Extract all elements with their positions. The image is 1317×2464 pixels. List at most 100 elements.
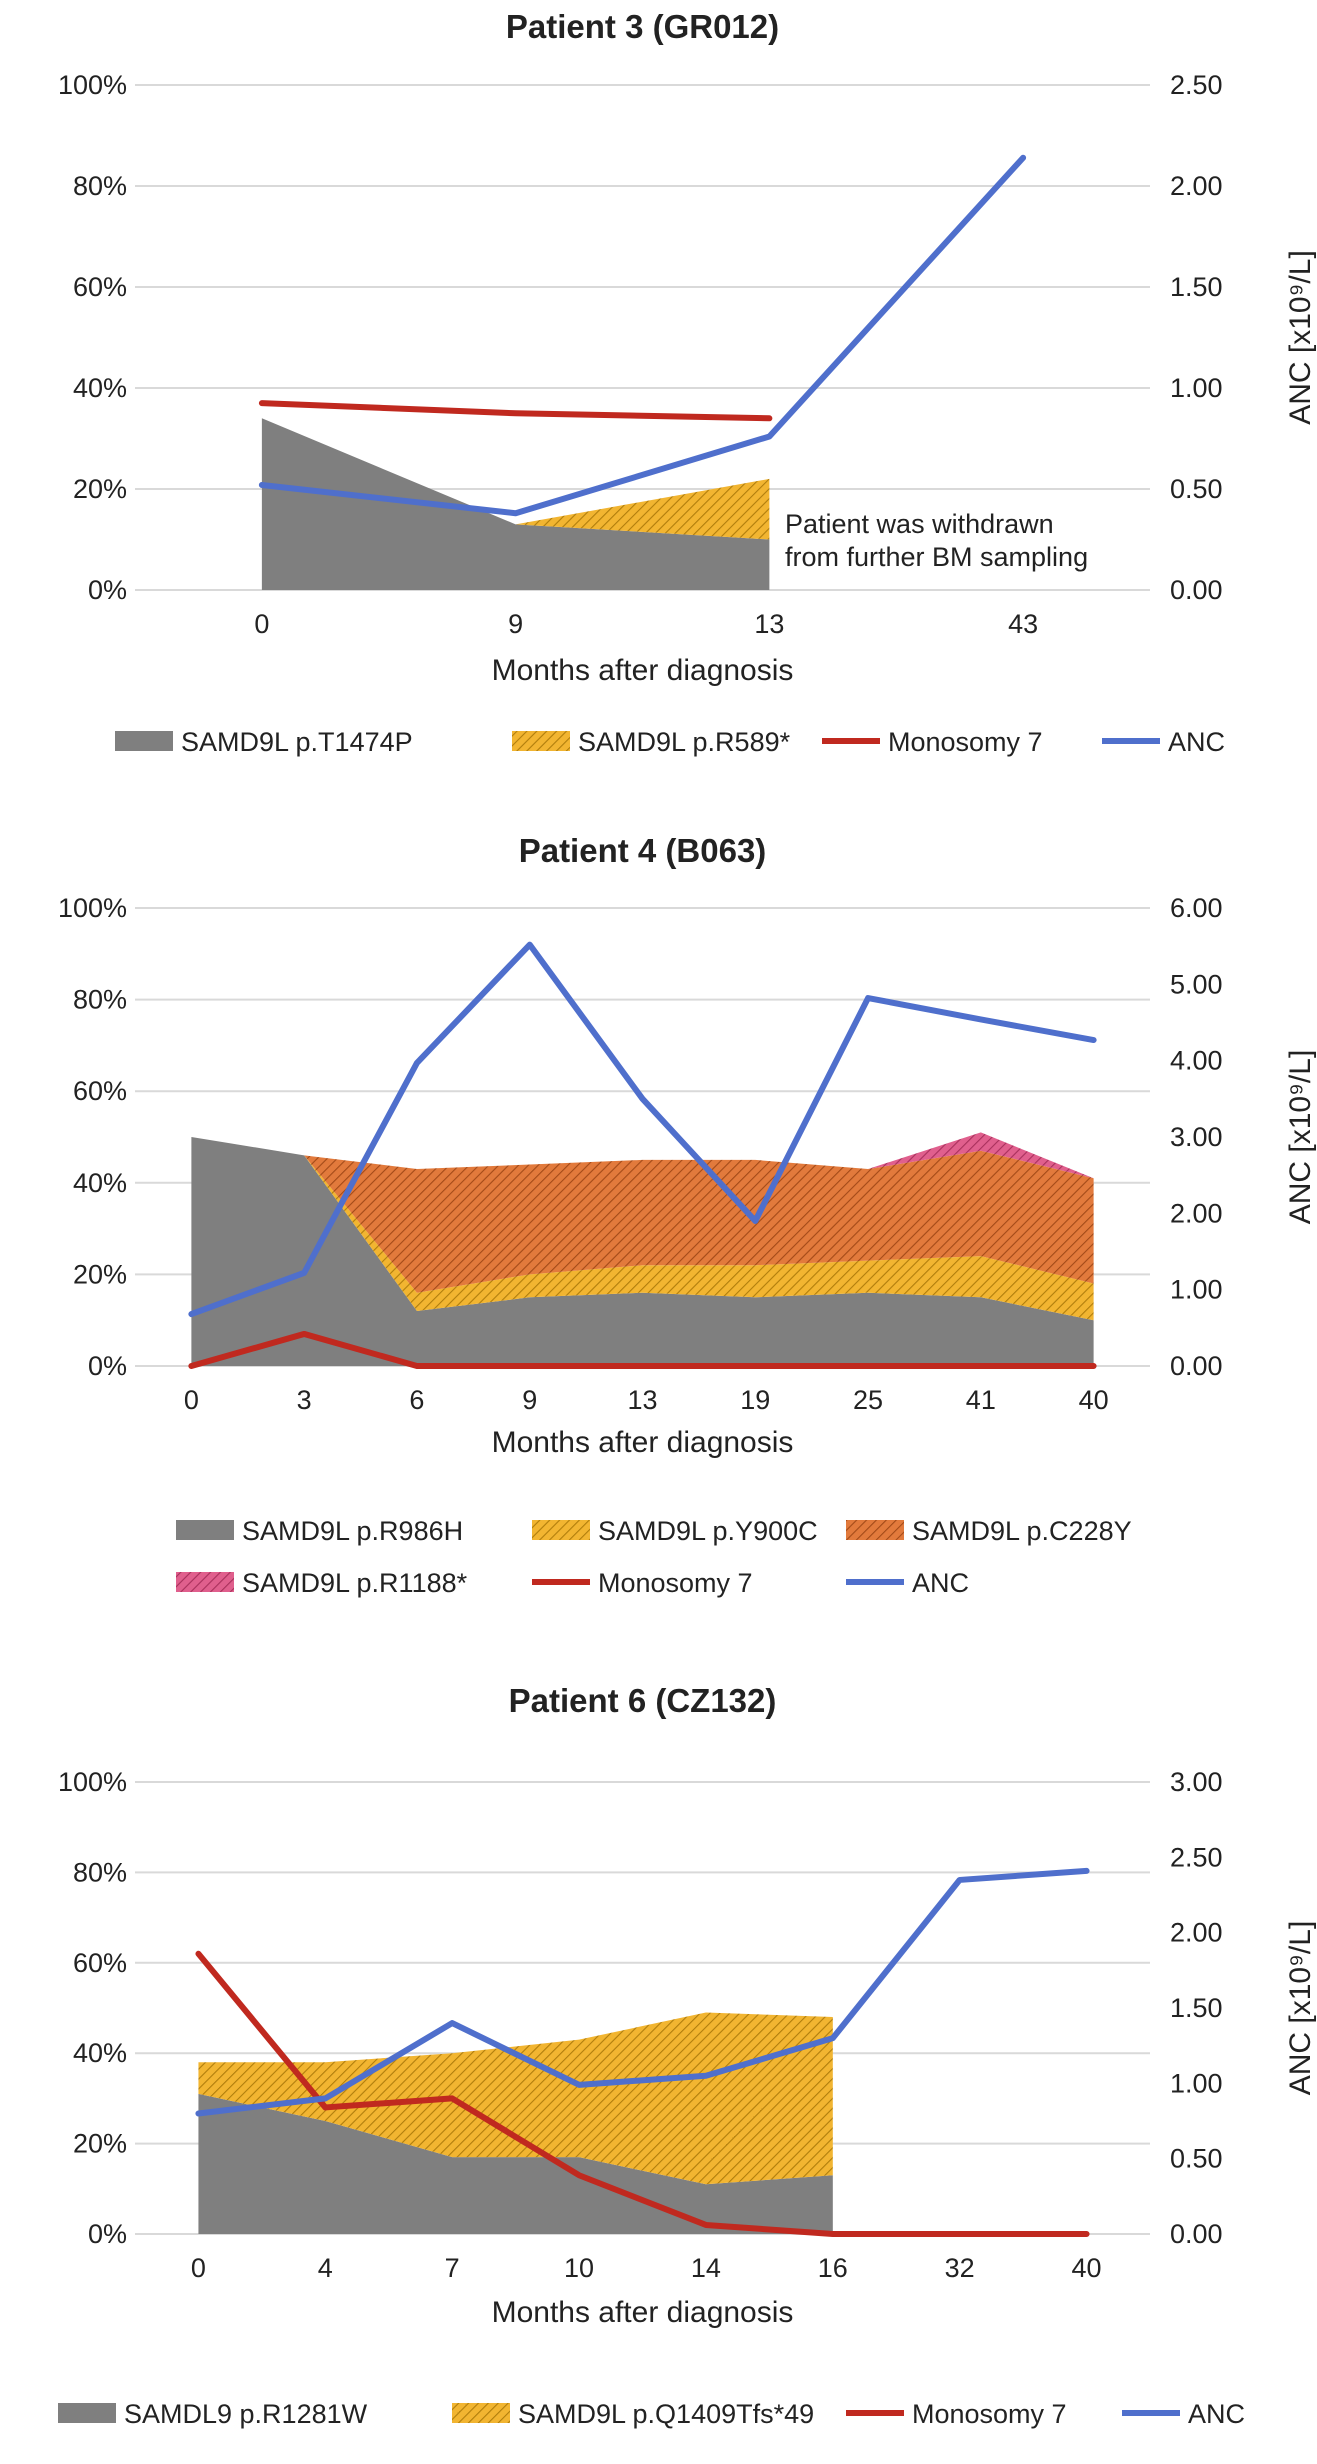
x-axis-label: Months after diagnosis: [492, 2296, 794, 2329]
x-tick: 19: [740, 1385, 770, 1415]
x-tick: 14: [691, 2253, 721, 2283]
area-samdl9-p-r1281w: [198, 2093, 833, 2234]
y-right-axis-label: ANC [x10⁹/L]: [1284, 250, 1317, 425]
legend-item: Monosomy 7: [532, 1568, 753, 1598]
x-tick: 13: [754, 609, 784, 639]
legend-item: ANC: [1122, 2399, 1245, 2429]
area-samd9l-p-q1409tfs-49: [198, 2012, 833, 2185]
y-right-tick: 3.00: [1170, 1767, 1223, 1797]
legend-item: ANC: [1102, 727, 1225, 757]
area-samd9l-p-r1188-: [191, 1132, 1094, 1179]
y-left-tick: 0%: [88, 1351, 127, 1381]
legend-item: SAMD9L p.R986H: [176, 1516, 463, 1546]
y-left-tick: 20%: [73, 2129, 127, 2159]
legend-label: ANC: [1188, 2399, 1245, 2429]
y-right-tick: 0.00: [1170, 1351, 1223, 1381]
y-right-tick: 1.00: [1170, 1275, 1223, 1305]
y-right-tick: 2.00: [1170, 1198, 1223, 1228]
y-left-tick: 100%: [58, 1767, 127, 1797]
area-samd9l-p-c228y: [191, 1137, 1094, 1293]
y-right-tick: 0.00: [1170, 2219, 1223, 2249]
x-tick: 40: [1079, 1385, 1109, 1415]
y-right-tick: 1.00: [1170, 2068, 1223, 2098]
chart-title: Patient 3 (GR012): [506, 8, 779, 45]
legend-label: Monosomy 7: [888, 727, 1043, 757]
legend-swatch: [846, 1520, 904, 1540]
x-tick: 0: [254, 609, 269, 639]
y-right-tick: 5.00: [1170, 969, 1223, 999]
y-left-tick: 20%: [73, 474, 127, 504]
legend-label: SAMD9L p.R986H: [242, 1516, 463, 1546]
chart-3: Patient 6 (CZ132) 0% 20% 40% 60% 80% 100% 0.00 0…: [58, 1682, 1317, 2429]
legend-item: SAMD9L p.R589*: [512, 727, 791, 757]
legend-swatch: [452, 2403, 510, 2423]
chart-2: Patient 4 (B063) 0% 20% 40% 60% 80% 100% 0.00 1.…: [58, 832, 1317, 1598]
y-right-tick: 4.00: [1170, 1046, 1223, 1076]
x-tick: 43: [1008, 609, 1038, 639]
x-tick: 25: [853, 1385, 883, 1415]
legend-label: ANC: [1168, 727, 1225, 757]
legend-item: SAMDL9 p.R1281W: [58, 2399, 368, 2429]
y-right-tick: 1.50: [1170, 1993, 1223, 2023]
legend-label: SAMD9L p.Y900C: [598, 1516, 818, 1546]
x-tick: 4: [318, 2253, 333, 2283]
legend-swatch: [176, 1520, 234, 1540]
legend-swatch: [176, 1572, 234, 1592]
legend-item: Monosomy 7: [846, 2399, 1067, 2429]
line-monosomy-7: [188, 1330, 1097, 1369]
legend-swatch: [115, 731, 173, 751]
legend-swatch: [532, 1520, 590, 1540]
x-tick: 10: [564, 2253, 594, 2283]
y-left-tick: 80%: [73, 1857, 127, 1887]
legend-label: Monosomy 7: [912, 2399, 1067, 2429]
legend-item: SAMD9L p.Q1409Tfs*49: [452, 2399, 814, 2429]
x-tick: 41: [966, 1385, 996, 1415]
x-tick: 40: [1072, 2253, 1102, 2283]
y-right-tick: 1.00: [1170, 373, 1223, 403]
line-anc: [195, 1867, 1090, 2117]
legend-swatch: [512, 731, 570, 751]
y-right-tick: 2.00: [1170, 171, 1223, 201]
y-left-tick: 60%: [73, 1076, 127, 1106]
annotation-text: Patient was withdrawn: [785, 509, 1054, 539]
y-right-tick: 0.50: [1170, 474, 1223, 504]
line-monosomy-7: [195, 1950, 1090, 2237]
y-right-tick: 2.50: [1170, 70, 1223, 100]
y-right-axis-label: ANC [x10⁹/L]: [1284, 1921, 1317, 2096]
legend-label: Monosomy 7: [598, 1568, 753, 1598]
y-right-tick: 2.00: [1170, 1918, 1223, 1948]
legend-label: SAMD9L p.T1474P: [181, 727, 413, 757]
y-left-tick: 100%: [58, 893, 127, 923]
chart-title: Patient 6 (CZ132): [509, 1682, 777, 1719]
chart-title: Patient 4 (B063): [519, 832, 767, 869]
legend-item: Monosomy 7: [822, 727, 1043, 757]
legend-item: SAMD9L p.T1474P: [115, 727, 413, 757]
legend-label: SAMD9L p.Q1409Tfs*49: [518, 2399, 814, 2429]
legend-item: ANC: [846, 1568, 969, 1598]
line-anc: [188, 941, 1097, 1318]
y-left-tick: 20%: [73, 1259, 127, 1289]
y-left-tick: 80%: [73, 985, 127, 1015]
x-axis-label: Months after diagnosis: [492, 654, 794, 687]
x-tick: 0: [191, 2253, 206, 2283]
area-samd9l-p-t1474p: [261, 418, 770, 590]
y-left-tick: 60%: [73, 1948, 127, 1978]
legend-label: SAMD9L p.C228Y: [912, 1516, 1132, 1546]
annotation-text: from further BM sampling: [785, 542, 1088, 572]
y-right-tick: 0.00: [1170, 575, 1223, 605]
x-tick: 9: [522, 1385, 537, 1415]
area-samd9l-p-r589-: [261, 418, 770, 540]
legend-swatch: [58, 2403, 116, 2423]
legend-item: SAMD9L p.Y900C: [532, 1516, 818, 1546]
chart-1: Patient 3 (GR012) 0% 20% 40% 60% 80% 100% 0.00 0…: [58, 8, 1317, 757]
y-left-tick: 40%: [73, 1168, 127, 1198]
x-tick: 32: [945, 2253, 975, 2283]
y-left-tick: 80%: [73, 171, 127, 201]
legend-label: SAMDL9 p.R1281W: [124, 2399, 368, 2429]
x-tick: 0: [184, 1385, 199, 1415]
area-samd9l-p-r986h: [191, 1137, 1094, 1366]
y-right-tick: 3.00: [1170, 1122, 1223, 1152]
x-axis-label: Months after diagnosis: [492, 1426, 794, 1459]
area-samd9l-p-y900c: [191, 1137, 1094, 1321]
